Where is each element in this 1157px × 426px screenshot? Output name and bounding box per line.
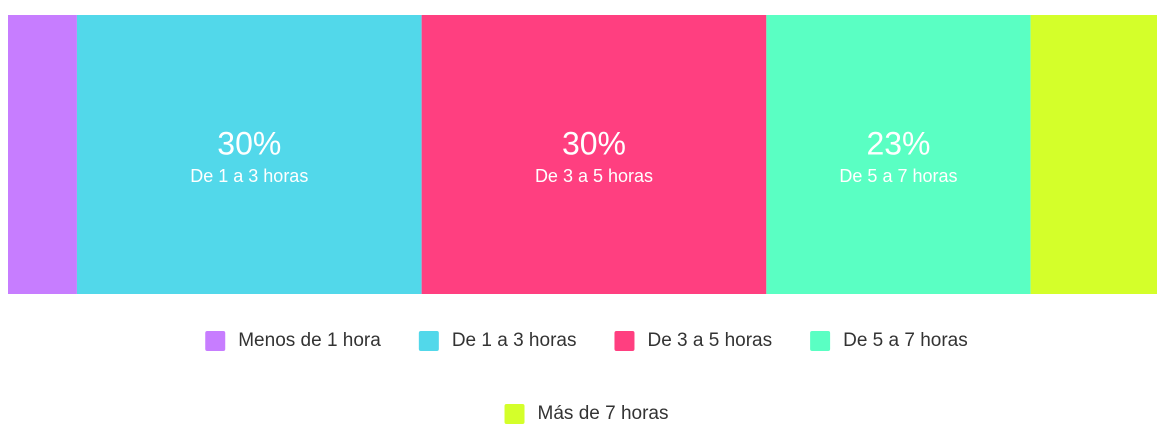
- segment-label: De 1 a 3 horas: [190, 166, 308, 186]
- legend-swatch: [418, 331, 439, 351]
- legend-label: De 3 a 5 horas: [647, 330, 772, 351]
- bar-segment: [421, 15, 767, 294]
- legend-label: De 5 a 7 horas: [843, 330, 968, 351]
- bar-segment: [8, 15, 77, 294]
- value-label: 30%: [562, 125, 626, 161]
- legend-label: De 1 a 3 horas: [452, 330, 577, 351]
- value-label: 30%: [217, 125, 281, 161]
- legend-label: Menos de 1 hora: [238, 330, 381, 351]
- legend-swatch: [614, 331, 635, 351]
- legend-label: Más de 7 horas: [538, 403, 669, 424]
- legend-swatch: [810, 331, 831, 351]
- legend-swatch: [504, 404, 525, 424]
- bar-segment: [76, 15, 422, 294]
- segment-label: De 3 a 5 horas: [535, 166, 653, 186]
- legend-swatch: [205, 331, 226, 351]
- bar-segment: [1030, 15, 1157, 294]
- bar-segment: [766, 15, 1031, 294]
- value-label: 23%: [866, 125, 930, 161]
- segment-label: De 5 a 7 horas: [839, 166, 957, 186]
